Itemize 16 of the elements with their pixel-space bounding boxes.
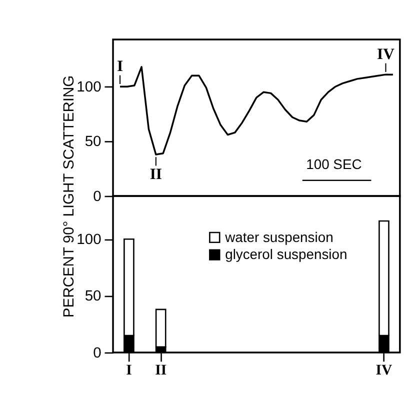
y-tick-label: 0 — [93, 345, 102, 362]
y-tick-label: 50 — [84, 134, 102, 150]
x-tick-label: IV — [376, 362, 393, 379]
y-axis-title: PERCENT 90° LIGHT SCATTERING — [61, 75, 78, 318]
y-tick-label: 50 — [84, 288, 102, 305]
y-tick-label: 0 — [93, 188, 102, 205]
annotation: 100 SEC — [306, 156, 362, 172]
legend-label: glycerol suspension — [225, 246, 348, 262]
annotation: IV — [377, 46, 396, 63]
annotation: I — [116, 58, 124, 75]
y-tick-label: 100 — [76, 79, 102, 96]
x-tick-label: I — [126, 362, 132, 379]
x-tick-label: II — [155, 362, 167, 379]
annotation: II — [150, 166, 162, 183]
y-tick-label: 100 — [76, 232, 102, 248]
legend-label: water suspension — [224, 228, 334, 245]
